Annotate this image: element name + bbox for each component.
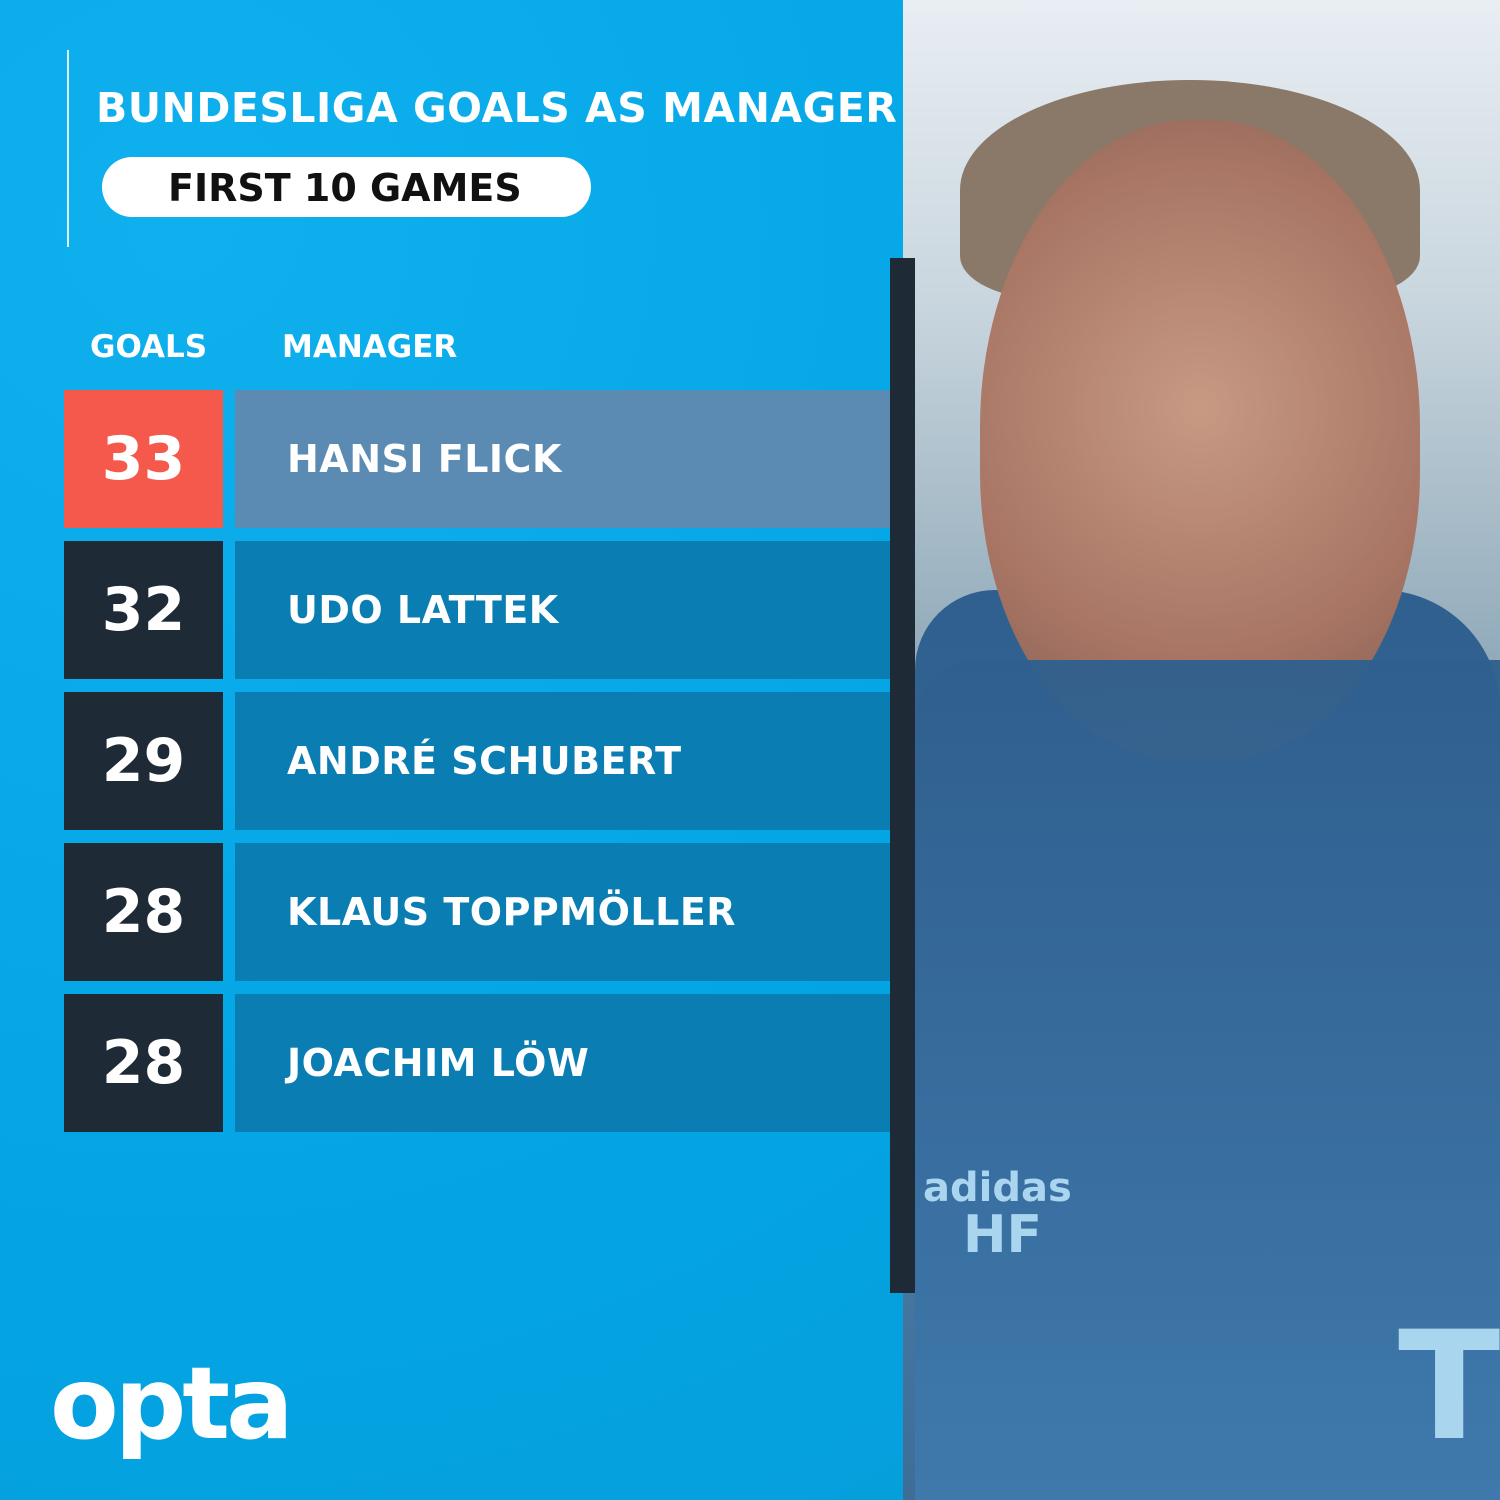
manager-name: HANSI FLICK [235, 390, 890, 528]
table-row: 28 JOACHIM LÖW [64, 994, 890, 1132]
title-accent-line [67, 50, 69, 247]
jacket-lower [915, 660, 1500, 1500]
adidas-logo: adidas [923, 1165, 1072, 1211]
manager-name: KLAUS TOPPMÖLLER [235, 843, 890, 981]
page-title: BUNDESLIGA GOALS AS MANAGER [96, 84, 898, 132]
goals-value: 28 [64, 843, 223, 981]
subtitle: FIRST 10 GAMES [168, 166, 522, 210]
table-row: 28 KLAUS TOPPMÖLLER [64, 843, 890, 981]
goals-value: 29 [64, 692, 223, 830]
goals-value: 32 [64, 541, 223, 679]
subtitle-pill: FIRST 10 GAMES [102, 157, 591, 217]
manager-name: JOACHIM LÖW [235, 994, 890, 1132]
table-row: 33 HANSI FLICK [64, 390, 890, 528]
table-row: 29 ANDRÉ SCHUBERT [64, 692, 890, 830]
manager-name: UDO LATTEK [235, 541, 890, 679]
telekom-logo: T [1398, 1300, 1500, 1474]
opta-logo: opta [50, 1345, 294, 1462]
goals-value: 33 [64, 390, 223, 528]
table-row: 32 UDO LATTEK [64, 541, 890, 679]
goals-value: 28 [64, 994, 223, 1132]
manager-name: ANDRÉ SCHUBERT [235, 692, 890, 830]
header-manager: MANAGER [282, 329, 458, 365]
manager-photo: adidas HF T [903, 0, 1500, 1500]
header-goals: GOALS [90, 329, 208, 365]
initials: HF [963, 1205, 1043, 1265]
divider-bar [890, 258, 915, 1293]
head [980, 120, 1420, 760]
